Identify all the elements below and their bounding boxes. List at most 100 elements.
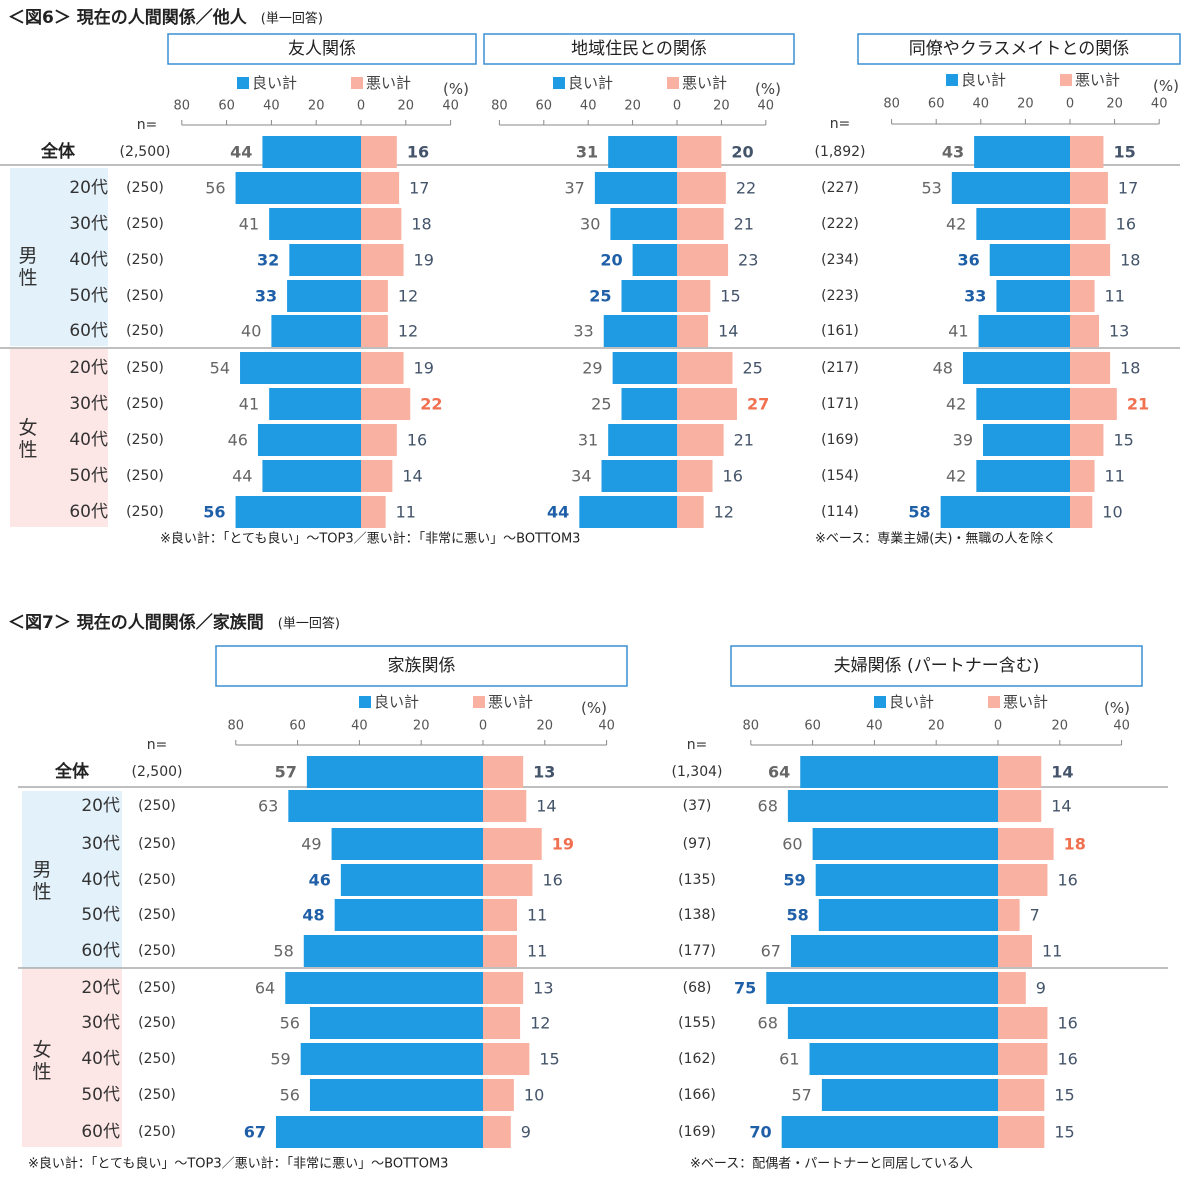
panel-title: 夫婦関係 (パートナー含む) — [834, 656, 1040, 676]
bar-good — [952, 172, 1070, 204]
value-label-good: 57 — [275, 763, 297, 782]
value-label-good: 33 — [964, 287, 986, 306]
x-tick-label: 0 — [1066, 97, 1074, 112]
bar-bad — [677, 136, 721, 168]
value-label-good: 60 — [782, 835, 802, 854]
value-label-good: 42 — [946, 395, 966, 414]
n-value: (250) — [126, 432, 164, 448]
bar-bad — [1070, 136, 1103, 168]
bar-good — [610, 208, 677, 240]
value-label-bad: 10 — [524, 1086, 544, 1105]
bar-good — [236, 496, 361, 528]
x-tick-label: 40 — [580, 99, 597, 114]
bar-good — [613, 352, 677, 384]
value-label-bad: 16 — [1116, 215, 1136, 234]
n-value: (223) — [821, 288, 859, 304]
legend-label-bad: 悪い計 — [488, 693, 533, 711]
bar-bad — [677, 244, 728, 276]
x-tick-label: 20 — [537, 719, 554, 734]
n-value: (177) — [678, 943, 716, 959]
bar-good — [983, 424, 1070, 456]
x-tick-label: 0 — [479, 719, 487, 734]
row-label: 50代 — [69, 286, 108, 306]
x-tick-label: 20 — [398, 99, 415, 114]
bar-good — [258, 424, 361, 456]
n-value: (166) — [678, 1087, 716, 1103]
value-label-good: 56 — [205, 179, 225, 198]
x-tick-label: 40 — [442, 99, 459, 114]
value-label-bad: 11 — [527, 906, 547, 925]
gender-label-male: 性 — [32, 881, 51, 903]
bar-bad — [1070, 172, 1108, 204]
x-tick-label: 40 — [973, 97, 990, 112]
n-value: (2,500) — [131, 764, 182, 780]
value-label-bad: 16 — [1057, 1014, 1077, 1033]
bar-good — [974, 136, 1070, 168]
bar-bad — [677, 460, 713, 492]
value-label-good: 44 — [232, 467, 252, 486]
value-label-good: 64 — [768, 763, 790, 782]
bar-bad — [998, 972, 1026, 1004]
value-label-bad: 16 — [407, 143, 429, 162]
bar-bad — [677, 496, 704, 528]
n-value: (1,304) — [671, 764, 722, 780]
value-label-good: 44 — [230, 143, 252, 162]
bar-good — [287, 280, 361, 312]
value-label-good: 54 — [210, 359, 230, 378]
bar-good — [341, 864, 483, 896]
n-value: (250) — [138, 836, 176, 852]
value-label-good: 58 — [787, 906, 809, 925]
n-value: (1,892) — [814, 144, 865, 160]
value-label-good: 56 — [280, 1014, 300, 1033]
bar-bad — [361, 388, 410, 420]
n-value: (97) — [683, 836, 712, 852]
n-value: (250) — [138, 1015, 176, 1031]
bar-bad — [677, 280, 710, 312]
bar-good — [633, 244, 677, 276]
bar-bad — [361, 172, 399, 204]
legend-swatch-good — [237, 77, 249, 89]
value-label-bad: 16 — [1057, 871, 1077, 890]
x-tick-label: 60 — [218, 99, 235, 114]
value-label-bad: 14 — [718, 322, 738, 341]
legend-label-good: 良い計 — [961, 71, 1006, 89]
bar-good — [604, 315, 677, 347]
value-label-good: 48 — [933, 359, 953, 378]
bar-bad — [1070, 388, 1117, 420]
n-value: (162) — [678, 1051, 716, 1067]
bar-bad — [483, 899, 517, 931]
bar-good — [236, 172, 361, 204]
x-tick-label: 20 — [624, 99, 641, 114]
legend-swatch-bad — [988, 696, 1000, 708]
bar-good — [800, 756, 998, 788]
footnote: ※良い計：「とても良い」～TOP3／悪い計：「非常に悪い」～BOTTOM3 — [160, 531, 580, 547]
bar-good — [310, 1007, 483, 1039]
value-label-good: 75 — [734, 979, 756, 998]
bar-bad — [361, 460, 392, 492]
x-tick-label: 20 — [308, 99, 325, 114]
n-value: (169) — [678, 1124, 716, 1140]
n-value: (250) — [126, 323, 164, 339]
value-label-good: 29 — [582, 359, 602, 378]
n-label: n= — [830, 116, 851, 132]
x-tick-label: 80 — [174, 99, 191, 114]
value-label-bad: 18 — [411, 215, 431, 234]
row-label: 20代 — [81, 796, 120, 816]
n-value: (250) — [126, 252, 164, 268]
bar-bad — [1070, 424, 1103, 456]
value-label-good: 41 — [239, 395, 259, 414]
gender-label-male: 男 — [32, 859, 51, 881]
bar-bad — [483, 972, 523, 1004]
n-value: (2,500) — [119, 144, 170, 160]
value-label-bad: 11 — [1042, 942, 1062, 961]
n-value: (250) — [126, 468, 164, 484]
bar-good — [269, 388, 361, 420]
bar-good — [788, 790, 998, 822]
bar-bad — [483, 828, 542, 860]
bar-good — [285, 972, 483, 1004]
row-label: 40代 — [69, 430, 108, 450]
value-label-bad: 25 — [743, 359, 763, 378]
n-value: (250) — [126, 216, 164, 232]
n-value: (250) — [138, 1087, 176, 1103]
legend-label-good: 良い計 — [374, 693, 419, 711]
